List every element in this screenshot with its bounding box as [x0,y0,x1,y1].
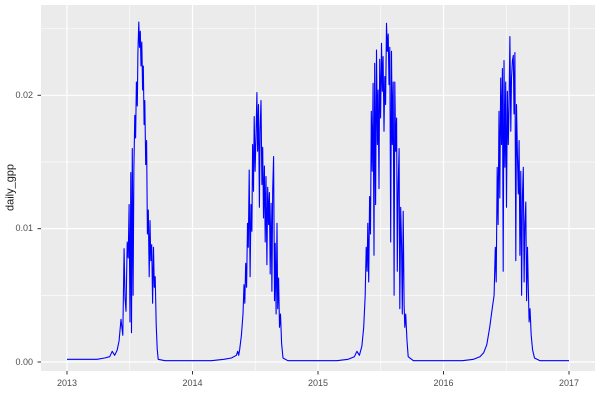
x-tick-label: 2014 [182,378,203,388]
x-tick-label: 2017 [558,378,580,388]
gpp-line [67,21,569,362]
x-tick-label: 2016 [433,378,454,388]
y-tick-label: 0.01 [15,223,33,234]
x-tick-label: 2013 [56,378,78,388]
y-tick-label: 0.00 [15,356,33,367]
x-tick-label: 2015 [307,378,329,388]
y-tick-label: 0.02 [15,89,33,100]
